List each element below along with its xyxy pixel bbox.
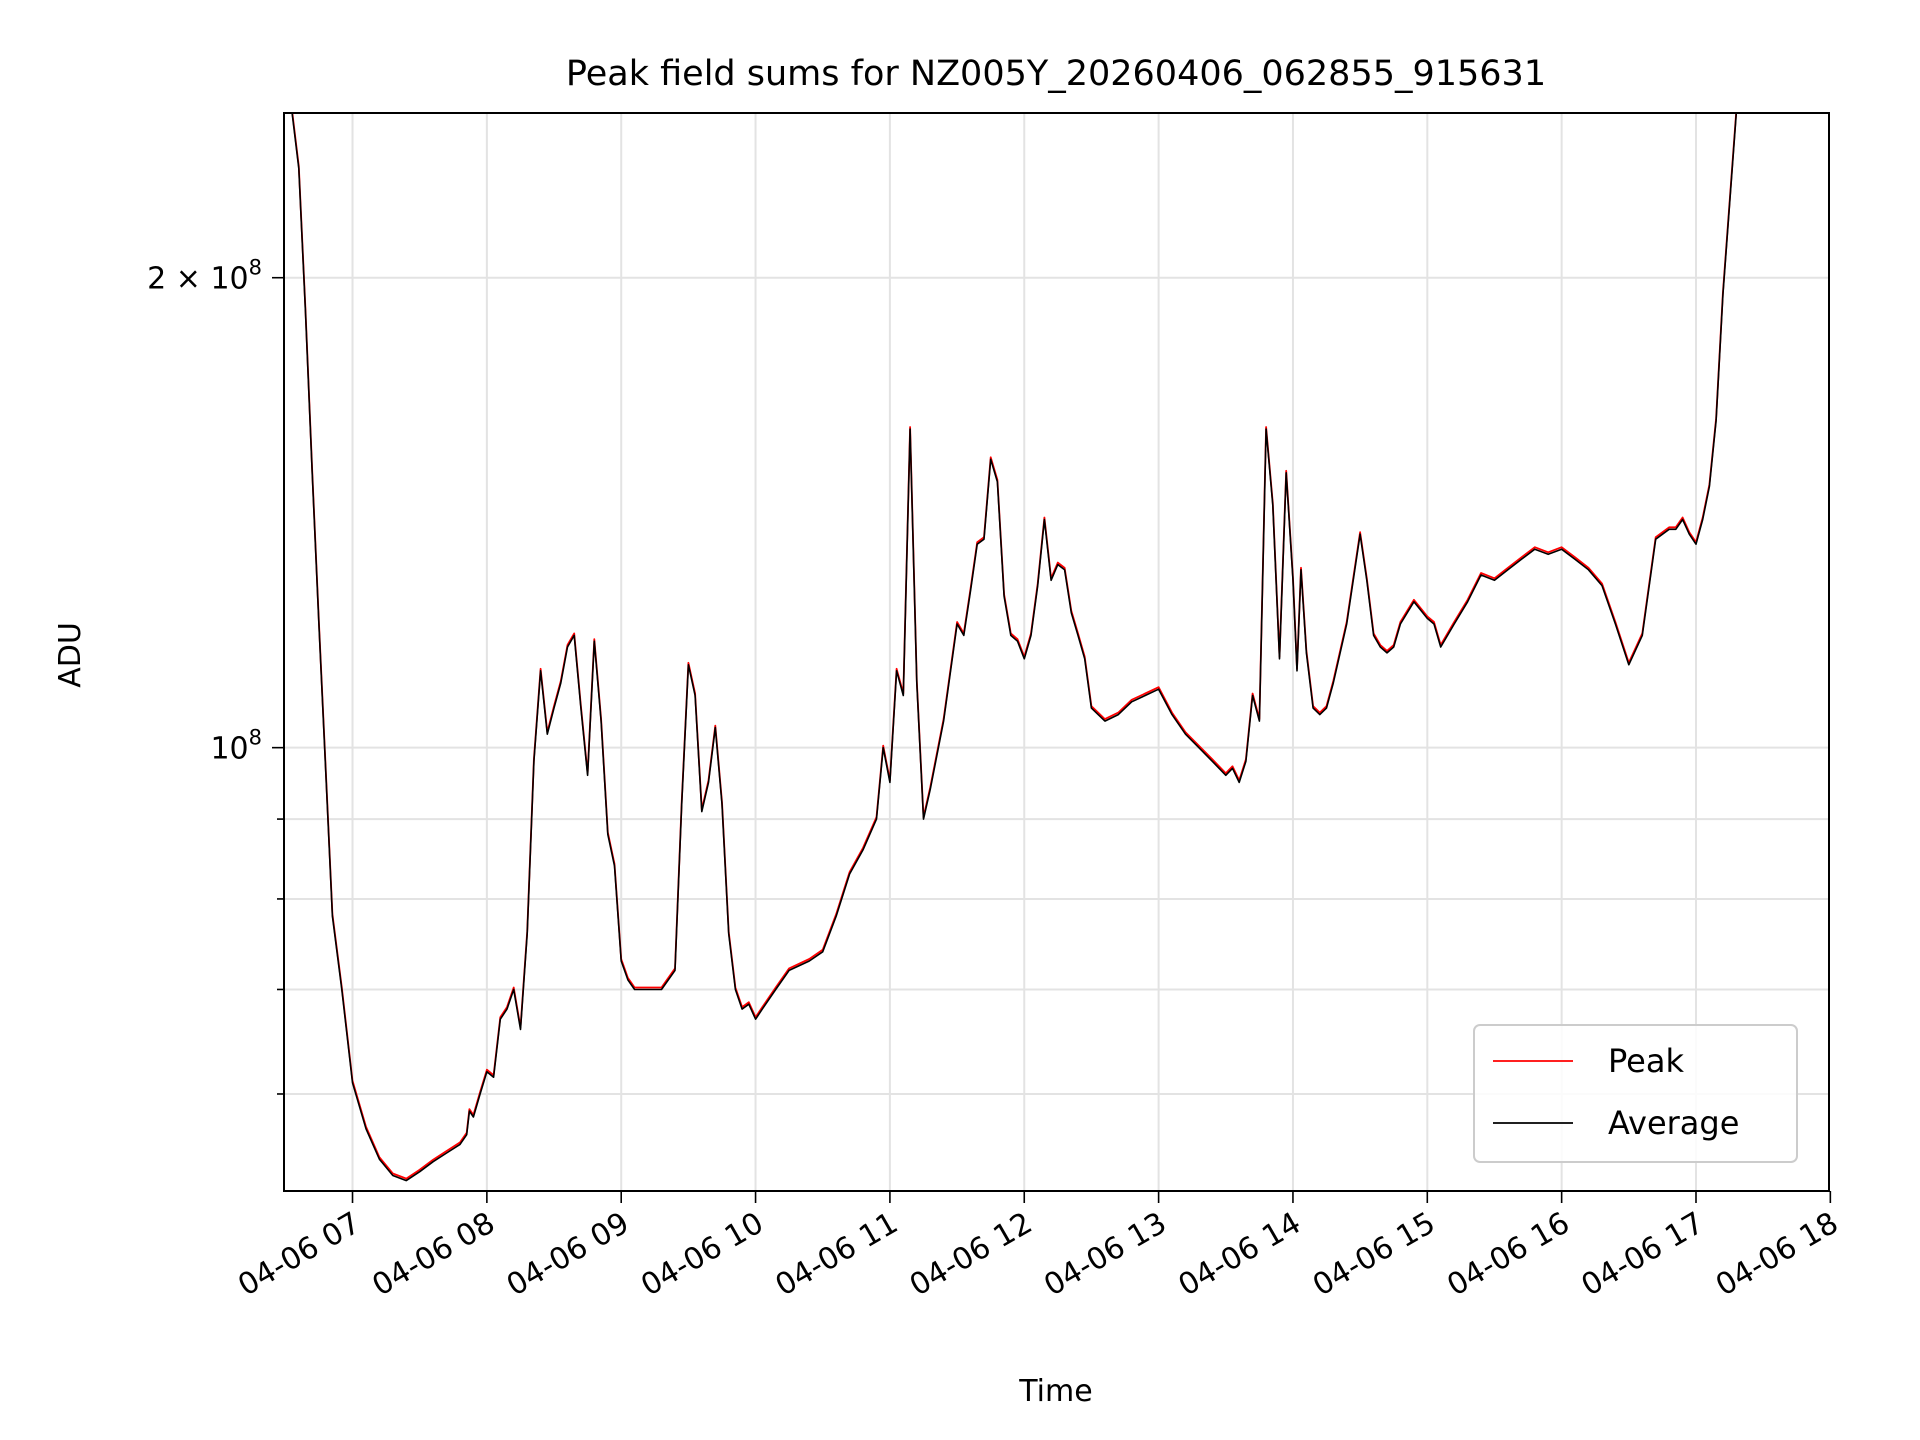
series-line-average <box>284 113 1738 1182</box>
y-tick-label: 108 <box>210 726 262 767</box>
x-axis-label: Time <box>1018 1374 1092 1409</box>
legend-label-average: Average <box>1608 1104 1739 1142</box>
y-axis-label: ADU <box>53 622 88 688</box>
legend-box <box>1473 1024 1798 1163</box>
y-tick-label: 2 × 108 <box>147 256 262 297</box>
legend-label-peak: Peak <box>1608 1042 1684 1080</box>
chart-title: Peak field sums for NZ005Y_20260406_0628… <box>566 54 1546 94</box>
axes-frame <box>283 112 1830 1192</box>
